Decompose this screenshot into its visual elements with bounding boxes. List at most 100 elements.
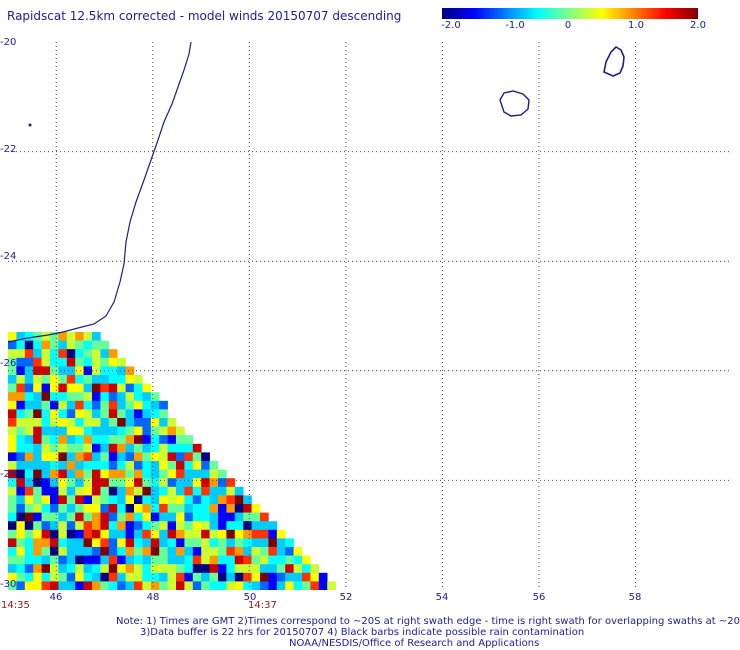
wind-difference-cell xyxy=(218,529,227,539)
wind-difference-cell xyxy=(260,555,269,565)
wind-difference-cell xyxy=(268,547,278,556)
wind-difference-cell xyxy=(234,504,244,513)
wind-difference-cell xyxy=(184,486,194,496)
wind-difference-cell xyxy=(50,349,59,359)
wind-difference-cell xyxy=(176,529,185,539)
wind-difference-cell xyxy=(8,581,17,590)
wind-difference-cell xyxy=(75,435,84,445)
wind-difference-cell xyxy=(184,512,194,522)
wind-difference-cell xyxy=(184,538,194,548)
wind-difference-cell xyxy=(167,478,177,488)
wind-difference-cell xyxy=(268,581,278,590)
wind-difference-cell xyxy=(83,400,93,410)
wind-difference-cell xyxy=(108,426,118,436)
wind-difference-cell xyxy=(285,547,294,556)
wind-difference-cell xyxy=(58,400,68,410)
wind-difference-cell xyxy=(234,495,244,505)
wind-difference-cell xyxy=(176,581,185,590)
page-title: Rapidscat 12.5km corrected - model winds… xyxy=(7,9,402,23)
wind-difference-cell xyxy=(209,495,219,505)
wind-difference-cell xyxy=(100,349,110,359)
wind-difference-cell xyxy=(24,555,34,565)
wind-difference-cell xyxy=(58,521,68,531)
wind-difference-cell xyxy=(108,495,118,505)
wind-difference-cell xyxy=(108,564,118,574)
wind-difference-cell xyxy=(117,469,126,479)
wind-difference-cell xyxy=(100,547,110,556)
wind-difference-cell xyxy=(150,564,160,574)
wind-difference-cell xyxy=(8,375,17,384)
wind-difference-cell xyxy=(66,538,76,548)
wind-difference-cell xyxy=(218,486,227,496)
wind-difference-cell xyxy=(75,392,84,402)
wind-difference-cell xyxy=(159,426,168,436)
wind-difference-cell xyxy=(33,383,42,393)
wind-difference-cell xyxy=(150,435,160,445)
wind-difference-cell xyxy=(142,521,152,531)
wind-difference-cell xyxy=(41,409,51,419)
wind-difference-cell xyxy=(50,529,59,539)
wind-difference-cell xyxy=(50,366,59,376)
wind-difference-cell xyxy=(243,572,252,582)
wind-difference-cell xyxy=(100,529,110,539)
wind-difference-cell xyxy=(8,400,17,410)
wind-difference-cell xyxy=(33,581,42,590)
wind-difference-cell xyxy=(24,357,34,367)
wind-difference-cell xyxy=(8,443,17,453)
wind-difference-cell xyxy=(192,572,202,582)
wind-difference-cell xyxy=(209,461,219,470)
wind-difference-cell xyxy=(276,529,286,539)
wind-difference-cell xyxy=(41,538,51,548)
wind-difference-cell xyxy=(209,478,219,488)
wind-difference-cell xyxy=(125,375,135,384)
wind-difference-cell xyxy=(260,547,269,556)
lat-label: -26 xyxy=(0,358,17,369)
wind-difference-cell xyxy=(100,572,110,582)
wind-difference-cell xyxy=(134,435,143,445)
wind-difference-cell xyxy=(58,375,68,384)
wind-difference-cell xyxy=(201,512,210,522)
wind-difference-cell xyxy=(117,443,126,453)
wind-difference-cell xyxy=(33,529,42,539)
wind-difference-cell xyxy=(251,529,261,539)
wind-difference-cell xyxy=(150,461,160,470)
wind-difference-cell xyxy=(167,435,177,445)
wind-difference-cell xyxy=(50,375,59,384)
wind-difference-cell xyxy=(176,443,185,453)
wind-difference-cell xyxy=(24,418,34,427)
wind-difference-cell xyxy=(108,383,118,393)
wind-difference-cell xyxy=(92,547,101,556)
wind-difference-cell xyxy=(117,392,126,402)
wind-difference-cell xyxy=(66,572,76,582)
wind-difference-cell xyxy=(50,572,59,582)
wind-difference-cell xyxy=(142,435,152,445)
wind-difference-cell xyxy=(8,504,17,513)
small-islet xyxy=(28,123,32,127)
wind-difference-cell xyxy=(201,504,210,513)
wind-difference-cell xyxy=(83,383,93,393)
wind-difference-cell xyxy=(243,504,252,513)
wind-difference-cell xyxy=(218,538,227,548)
wind-difference-cell xyxy=(8,469,17,479)
wind-difference-cell xyxy=(176,521,185,531)
wind-difference-cell xyxy=(41,521,51,531)
wind-difference-cell xyxy=(159,486,168,496)
wind-difference-cell xyxy=(92,332,101,341)
wind-difference-cell xyxy=(41,418,51,427)
wind-difference-cell xyxy=(33,538,42,548)
wind-difference-cell xyxy=(150,478,160,488)
wind-difference-cell xyxy=(209,486,219,496)
wind-difference-cell xyxy=(41,469,51,479)
wind-difference-cell xyxy=(134,443,143,453)
wind-difference-cell xyxy=(83,357,93,367)
wind-difference-cell xyxy=(8,357,17,367)
wind-difference-cell xyxy=(75,400,84,410)
wind-difference-cell xyxy=(83,495,93,505)
wind-difference-cell xyxy=(83,409,93,419)
wind-difference-cell xyxy=(50,452,59,462)
wind-difference-cell xyxy=(201,538,210,548)
wind-difference-cell xyxy=(234,555,244,565)
wind-difference-cell xyxy=(75,461,84,470)
wind-difference-cell xyxy=(226,555,236,565)
wind-difference-cell xyxy=(142,581,152,590)
